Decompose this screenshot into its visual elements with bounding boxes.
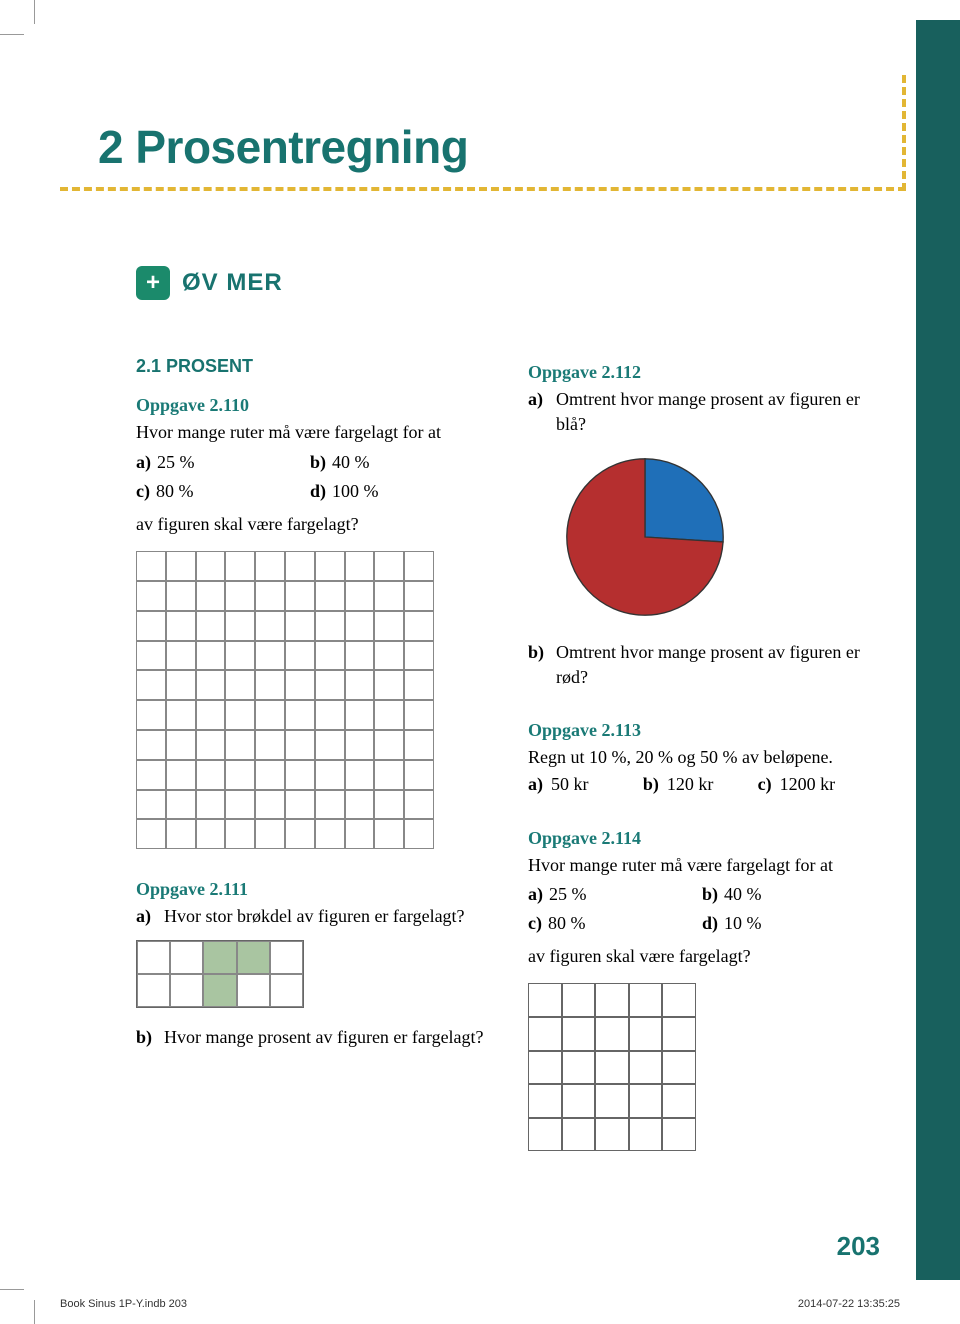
option-row: a) 50 kr b) 120 kr c) 1200 kr — [528, 772, 876, 797]
sub-question: a) Omtrent hvor mange prosent av figuren… — [528, 387, 876, 437]
opt-label: a) — [136, 904, 158, 929]
oppgave-text: Hvor mange ruter må være fargelagt for a… — [136, 420, 484, 445]
opt-label: b) — [136, 1025, 158, 1050]
crop-mark — [0, 34, 24, 35]
opt-value: 100 % — [332, 479, 379, 504]
right-margin-bar — [916, 20, 960, 1280]
opt-label: d) — [702, 911, 718, 936]
sub-question: b) Hvor mange prosent av figuren er farg… — [136, 1025, 484, 1050]
oppgave-title: Oppgave 2.112 — [528, 360, 876, 385]
opt-value: 25 % — [549, 882, 587, 907]
opt-label: b) — [528, 640, 550, 690]
ov-mer-label: ØV MER — [182, 269, 283, 297]
sub-question: b) Omtrent hvor mange prosent av figuren… — [528, 640, 876, 690]
opt-value: 80 % — [156, 479, 194, 504]
crop-mark — [0, 1289, 24, 1290]
oppgave-title: Oppgave 2.111 — [136, 877, 484, 902]
oppgave-text: Hvor stor brøkdel av figuren er fargelag… — [164, 904, 465, 929]
opt-label: a) — [136, 450, 151, 475]
grid-2x5 — [136, 940, 304, 1008]
opt-label: a) — [528, 772, 543, 797]
opt-label: d) — [310, 479, 326, 504]
footer-left: Book Sinus 1P-Y.indb 203 — [60, 1298, 187, 1310]
grid-10x10 — [136, 551, 434, 849]
left-column: 2.1 PROSENT Oppgave 2.110 Hvor mange rut… — [136, 354, 484, 1151]
opt-value: 80 % — [548, 911, 586, 936]
opt-label: c) — [136, 479, 150, 504]
opt-label: b) — [643, 772, 659, 797]
opt-label: b) — [310, 450, 326, 475]
ov-mer-heading: + ØV MER — [136, 266, 283, 300]
section-heading: 2.1 PROSENT — [136, 354, 484, 379]
opt-label: a) — [528, 387, 550, 437]
opt-value: 120 kr — [667, 772, 714, 797]
opt-label: b) — [702, 882, 718, 907]
oppgave-text: Regn ut 10 %, 20 % og 50 % av beløpene. — [528, 745, 876, 770]
opt-label: a) — [528, 882, 543, 907]
oppgave-text: av figuren skal være fargelagt? — [136, 512, 484, 537]
page-number: 203 — [837, 1231, 880, 1262]
opt-value: 40 % — [332, 450, 370, 475]
chapter-title: 2 Prosentregning — [98, 120, 468, 174]
pie-chart — [560, 452, 730, 622]
oppgave-text: Hvor mange ruter må være fargelagt for a… — [528, 853, 876, 878]
opt-value: 1200 kr — [780, 772, 836, 797]
opt-value: 25 % — [157, 450, 195, 475]
opt-label: c) — [758, 772, 772, 797]
option-row: a)25 % b)40 % — [136, 450, 484, 475]
crop-mark — [34, 0, 35, 24]
opt-label: c) — [528, 911, 542, 936]
oppgave-text: Omtrent hvor mange prosent av figuren er… — [556, 640, 876, 690]
option-row: c)80 % d)10 % — [528, 911, 876, 936]
option-row: a)25 % b)40 % — [528, 882, 876, 907]
crop-mark — [34, 1300, 35, 1324]
oppgave-title: Oppgave 2.110 — [136, 393, 484, 418]
footer-right: 2014-07-22 13:35:25 — [798, 1298, 900, 1310]
plus-icon: + — [136, 266, 170, 300]
oppgave-title: Oppgave 2.113 — [528, 718, 876, 743]
opt-value: 10 % — [724, 911, 762, 936]
option-row: c)80 % d)100 % — [136, 479, 484, 504]
opt-value: 50 kr — [551, 772, 589, 797]
oppgave-text: av figuren skal være fargelagt? — [528, 944, 876, 969]
oppgave-title: Oppgave 2.114 — [528, 826, 876, 851]
opt-value: 40 % — [724, 882, 762, 907]
sub-question: a) Hvor stor brøkdel av figuren er farge… — [136, 904, 484, 929]
right-column: Oppgave 2.112 a) Omtrent hvor mange pros… — [528, 354, 876, 1151]
oppgave-text: Omtrent hvor mange prosent av figuren er… — [556, 387, 876, 437]
oppgave-text: Hvor mange prosent av figuren er fargela… — [164, 1025, 484, 1050]
grid-5x5 — [528, 983, 696, 1151]
